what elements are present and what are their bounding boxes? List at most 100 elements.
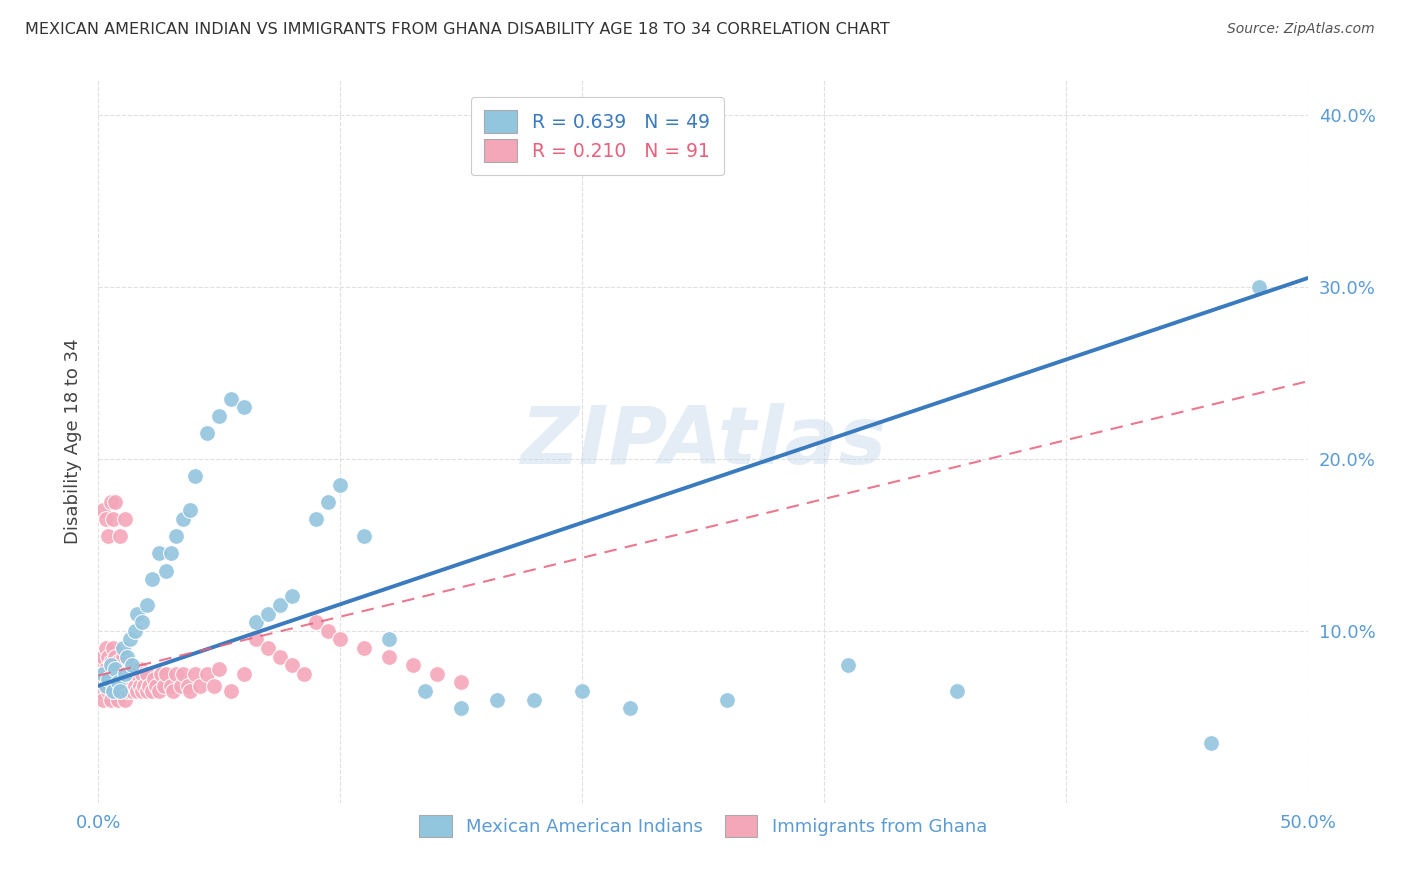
Point: [97, 672, 120, 686]
Point: [145, 679, 167, 693]
Point: [305, 512, 328, 526]
Point: [127, 684, 149, 698]
Point: [377, 649, 399, 664]
Point: [111, 684, 134, 698]
Point: [245, 615, 267, 630]
Point: [107, 675, 129, 690]
Point: [292, 666, 315, 681]
Point: [269, 649, 291, 664]
Point: [97, 529, 120, 543]
Point: [172, 666, 194, 681]
Point: [94, 640, 117, 655]
Point: [91, 692, 114, 706]
Point: [377, 632, 399, 647]
Point: [108, 684, 131, 698]
Point: [108, 662, 131, 676]
Point: [162, 684, 184, 698]
Point: [117, 684, 139, 698]
Point: [184, 469, 207, 483]
Point: [107, 672, 129, 686]
Point: [111, 640, 134, 655]
Point: [450, 701, 472, 715]
Point: [131, 684, 153, 698]
Point: [128, 662, 150, 676]
Point: [90, 658, 112, 673]
Point: [281, 590, 304, 604]
Point: [117, 666, 139, 681]
Point: [128, 679, 150, 693]
Point: [127, 666, 149, 681]
Point: [402, 658, 425, 673]
Point: [152, 679, 174, 693]
Point: [97, 684, 120, 698]
Y-axis label: Disability Age 18 to 34: Disability Age 18 to 34: [63, 339, 82, 544]
Point: [101, 662, 124, 676]
Point: [184, 666, 207, 681]
Point: [114, 666, 136, 681]
Point: [100, 655, 122, 669]
Point: [118, 662, 141, 676]
Point: [101, 512, 124, 526]
Point: [101, 640, 124, 655]
Point: [305, 615, 328, 630]
Point: [165, 529, 187, 543]
Point: [124, 624, 146, 638]
Point: [1199, 735, 1222, 749]
Text: ZIPAtlas: ZIPAtlas: [520, 402, 886, 481]
Point: [94, 512, 117, 526]
Point: [837, 658, 859, 673]
Point: [179, 503, 201, 517]
Point: [523, 692, 546, 706]
Point: [94, 679, 117, 693]
Point: [195, 666, 218, 681]
Point: [232, 400, 254, 414]
Point: [131, 666, 153, 681]
Point: [97, 666, 120, 681]
Point: [256, 640, 278, 655]
Point: [100, 494, 122, 508]
Point: [107, 692, 129, 706]
Point: [413, 684, 436, 698]
Point: [155, 666, 177, 681]
Point: [117, 649, 139, 664]
Point: [179, 684, 201, 698]
Point: [104, 684, 127, 698]
Text: Source: ZipAtlas.com: Source: ZipAtlas.com: [1227, 22, 1375, 37]
Point: [221, 392, 243, 406]
Point: [353, 529, 375, 543]
Point: [160, 679, 183, 693]
Legend: Mexican American Indians, Immigrants from Ghana: Mexican American Indians, Immigrants fro…: [408, 805, 998, 848]
Point: [172, 512, 194, 526]
Point: [316, 494, 339, 508]
Point: [1249, 279, 1271, 293]
Point: [426, 666, 449, 681]
Point: [155, 564, 177, 578]
Point: [165, 666, 187, 681]
Point: [121, 684, 143, 698]
Point: [150, 666, 173, 681]
Point: [91, 649, 114, 664]
Point: [188, 679, 211, 693]
Point: [141, 572, 163, 586]
Point: [121, 658, 143, 673]
Point: [141, 684, 163, 698]
Point: [124, 679, 146, 693]
Point: [104, 666, 127, 681]
Point: [281, 658, 304, 673]
Point: [118, 679, 141, 693]
Point: [353, 640, 375, 655]
Point: [111, 649, 134, 664]
Point: [148, 546, 170, 560]
Point: [329, 632, 352, 647]
Text: MEXICAN AMERICAN INDIAN VS IMMIGRANTS FROM GHANA DISABILITY AGE 18 TO 34 CORRELA: MEXICAN AMERICAN INDIAN VS IMMIGRANTS FR…: [25, 22, 890, 37]
Point: [571, 684, 593, 698]
Point: [716, 692, 738, 706]
Point: [104, 649, 127, 664]
Point: [104, 494, 127, 508]
Point: [450, 675, 472, 690]
Point: [245, 632, 267, 647]
Point: [221, 684, 243, 698]
Point: [160, 546, 183, 560]
Point: [91, 666, 114, 681]
Point: [135, 598, 157, 612]
